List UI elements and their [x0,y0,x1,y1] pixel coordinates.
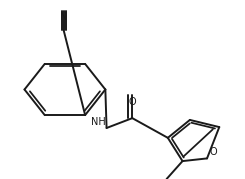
Text: O: O [128,97,136,107]
Text: NH: NH [91,117,105,127]
Text: N: N [60,12,67,22]
Text: O: O [209,147,217,157]
